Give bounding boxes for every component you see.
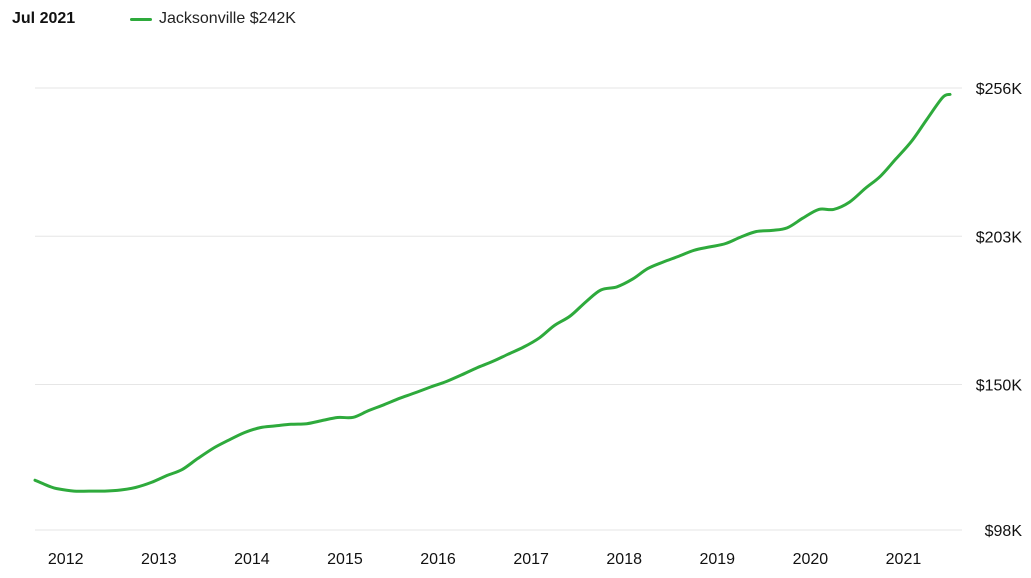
y-tick-label: $150K (976, 378, 1023, 395)
x-tick-label: 2020 (793, 551, 829, 568)
legend-item-jacksonville[interactable]: Jacksonville $242K (130, 10, 296, 28)
current-period-label: Jul 2021 (12, 10, 76, 27)
series-group (33, 92, 952, 493)
x-tick-label: 2013 (141, 551, 177, 568)
y-axis: $256K $203K $150K $98K (976, 81, 1023, 540)
y-tick-label: $98K (985, 523, 1023, 540)
chart-header: Jul 2021 Jacksonville $242K (12, 7, 296, 31)
series-line-jacksonville[interactable] (33, 92, 952, 493)
x-tick-label: 2015 (327, 551, 363, 568)
x-axis: 2012 2013 2014 2015 2016 2017 2018 2019 2020 2021 (48, 551, 921, 568)
legend-line-swatch-icon (130, 17, 152, 21)
y-tick-label: $256K (976, 81, 1023, 98)
x-tick-label: 2012 (48, 551, 84, 568)
x-tick-label: 2019 (699, 551, 735, 568)
x-tick-label: 2016 (420, 551, 456, 568)
x-tick-label: 2014 (234, 551, 270, 568)
x-tick-label: 2017 (513, 551, 549, 568)
x-tick-label: 2021 (886, 551, 922, 568)
y-tick-label: $203K (976, 229, 1023, 246)
gridlines (35, 87, 962, 531)
x-tick-label: 2018 (606, 551, 642, 568)
legend-label: Jacksonville $242K (159, 10, 296, 27)
